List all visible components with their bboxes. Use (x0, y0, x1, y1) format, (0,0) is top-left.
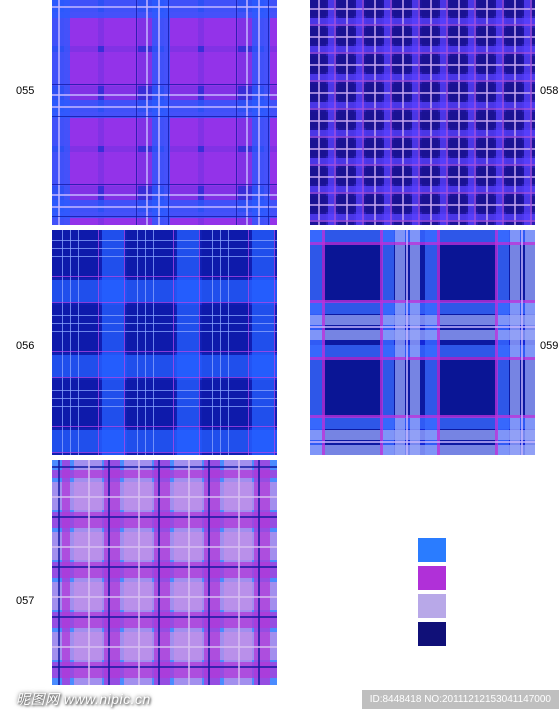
color-palette (418, 538, 446, 646)
plaid-swatch-058 (310, 0, 535, 225)
site-watermark: 昵图网 www.nipic.cn (0, 689, 151, 709)
swatch-label: 055 (16, 85, 34, 97)
palette-chip (418, 622, 446, 646)
plaid-swatch-057 (52, 460, 277, 685)
watermark-footer: 昵图网 www.nipic.cn ID:8448418 NO:201112121… (0, 688, 559, 710)
swatch-label: 057 (16, 595, 34, 607)
swatch-label: 056 (16, 340, 34, 352)
palette-chip (418, 566, 446, 590)
palette-chip (418, 594, 446, 618)
palette-chip (418, 538, 446, 562)
swatch-label: 059 (540, 340, 558, 352)
plaid-swatch-059 (310, 230, 535, 455)
swatch-label: 058 (540, 85, 558, 97)
plaid-swatch-056 (52, 230, 277, 455)
plaid-swatch-055 (52, 0, 277, 225)
image-meta: ID:8448418 NO:20111212153041147000 (362, 690, 559, 709)
